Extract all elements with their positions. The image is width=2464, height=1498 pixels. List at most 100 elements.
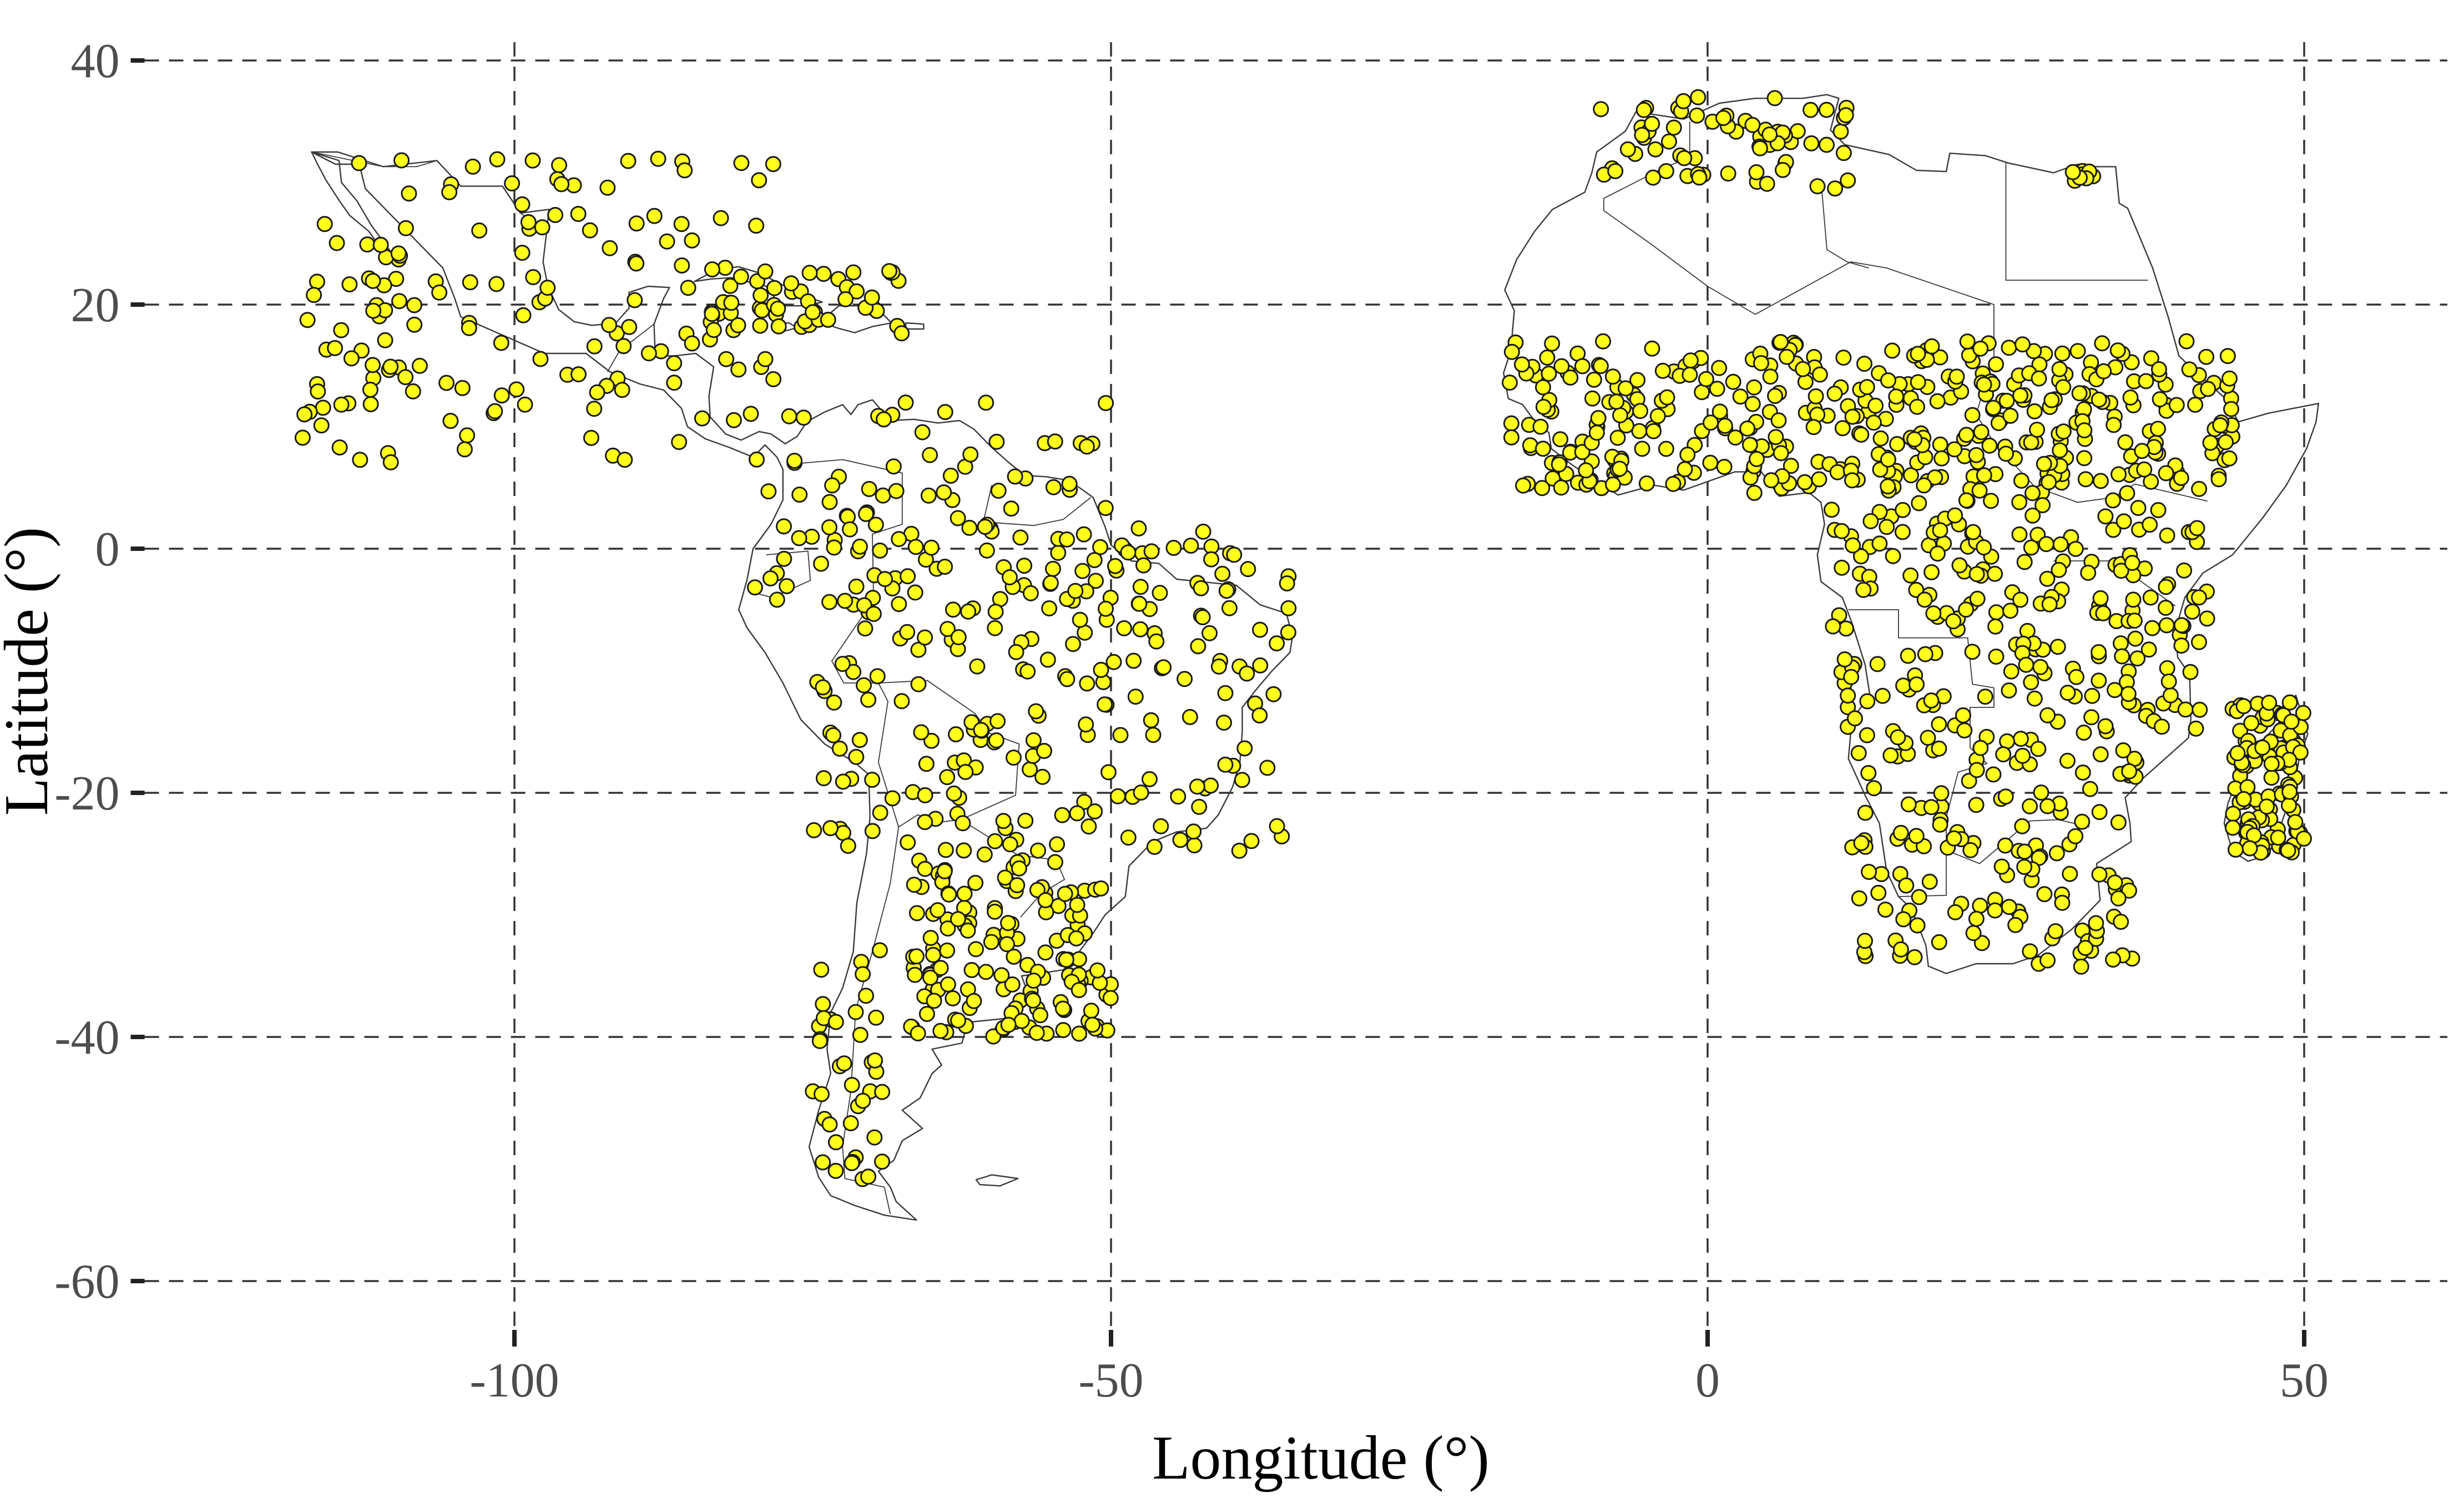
data-point	[1835, 350, 1852, 366]
data-point	[2110, 890, 2127, 907]
data-point	[2074, 765, 2091, 781]
data-point	[2218, 434, 2234, 451]
data-point	[1988, 604, 2004, 621]
data-point	[1964, 407, 1981, 423]
data-point	[2097, 718, 2114, 735]
data-point	[837, 291, 854, 307]
data-point	[1968, 797, 1985, 813]
data-point	[333, 322, 350, 338]
data-point	[2030, 741, 2047, 757]
data-point	[1132, 621, 1149, 637]
data-point	[2115, 513, 2132, 530]
data-point	[671, 434, 688, 451]
data-point	[1884, 342, 1901, 359]
data-point	[2110, 466, 2127, 483]
x-tick-label: -100	[469, 1354, 559, 1408]
data-point	[2159, 660, 2175, 676]
data-point	[748, 217, 765, 234]
data-point	[401, 185, 417, 202]
data-point	[1920, 730, 1936, 746]
data-point	[1803, 135, 1820, 151]
data-point	[867, 1052, 883, 1069]
data-point	[1608, 393, 1625, 410]
data-point	[2012, 591, 2029, 608]
data-point	[2281, 783, 2298, 800]
data-point	[917, 861, 933, 877]
data-point	[1748, 164, 1765, 180]
data-point	[1145, 727, 1162, 743]
data-point	[1762, 368, 1779, 385]
data-point	[532, 351, 549, 367]
data-point	[1797, 373, 1814, 390]
data-point	[525, 269, 542, 285]
data-point	[1850, 745, 1867, 761]
data-point	[2067, 828, 2084, 844]
data-point	[1269, 818, 1285, 834]
data-point	[377, 332, 393, 348]
data-point	[968, 941, 984, 958]
data-point	[910, 676, 927, 692]
data-point	[2097, 508, 2114, 525]
data-point	[520, 214, 537, 230]
data-point	[814, 1086, 830, 1102]
data-point	[2083, 709, 2100, 726]
data-point	[306, 287, 322, 303]
data-point	[2092, 746, 2109, 763]
data-point	[751, 172, 768, 189]
data-point	[2280, 842, 2296, 859]
data-point	[2296, 831, 2312, 847]
data-point	[2158, 600, 2174, 616]
data-point	[907, 539, 924, 555]
data-point	[831, 740, 848, 757]
data-point	[1216, 715, 1232, 731]
americas-outline	[311, 151, 1293, 1221]
data-point	[1098, 600, 1114, 617]
data-point	[2254, 739, 2271, 756]
data-point	[821, 594, 838, 610]
data-point	[791, 530, 807, 546]
data-point	[406, 297, 422, 313]
data-point	[1665, 119, 1682, 136]
data-point	[907, 584, 923, 601]
data-point	[1503, 429, 1519, 446]
data-point	[939, 769, 956, 786]
data-point	[743, 406, 759, 422]
data-point	[1252, 657, 1269, 674]
data-point	[459, 427, 476, 444]
data-point	[2124, 555, 2140, 571]
y-axis-title: Latitude (°)	[0, 527, 61, 816]
data-point	[1871, 535, 1888, 552]
data-point	[2014, 747, 2031, 764]
data-point	[842, 1115, 859, 1131]
data-point	[730, 361, 747, 378]
data-point	[1109, 788, 1126, 804]
data-point	[1022, 585, 1039, 601]
data-point	[2281, 797, 2297, 814]
gridlines	[144, 42, 2447, 1330]
data-point	[1502, 374, 1518, 391]
data-point	[294, 429, 311, 446]
data-point	[932, 960, 949, 976]
data-point	[2177, 701, 2194, 718]
data-point	[2039, 707, 2056, 723]
data-point	[1909, 917, 1926, 934]
country-border	[2005, 163, 2148, 281]
data-point	[849, 283, 865, 300]
data-point	[1870, 884, 1887, 901]
data-point	[891, 531, 907, 548]
data-point	[1923, 692, 1940, 709]
data-point	[834, 656, 851, 672]
data-point	[1269, 635, 1285, 652]
data-point	[1853, 548, 1869, 565]
data-point	[1860, 765, 1877, 781]
data-point	[1906, 949, 1923, 965]
data-point	[1933, 450, 1950, 467]
data-point	[2122, 389, 2139, 406]
data-point	[508, 381, 525, 398]
data-point	[2129, 650, 2146, 667]
data-point	[1057, 885, 1073, 902]
data-point	[1838, 620, 1855, 637]
data-point	[781, 408, 797, 424]
data-point	[1716, 459, 1733, 475]
data-point	[1076, 526, 1092, 543]
